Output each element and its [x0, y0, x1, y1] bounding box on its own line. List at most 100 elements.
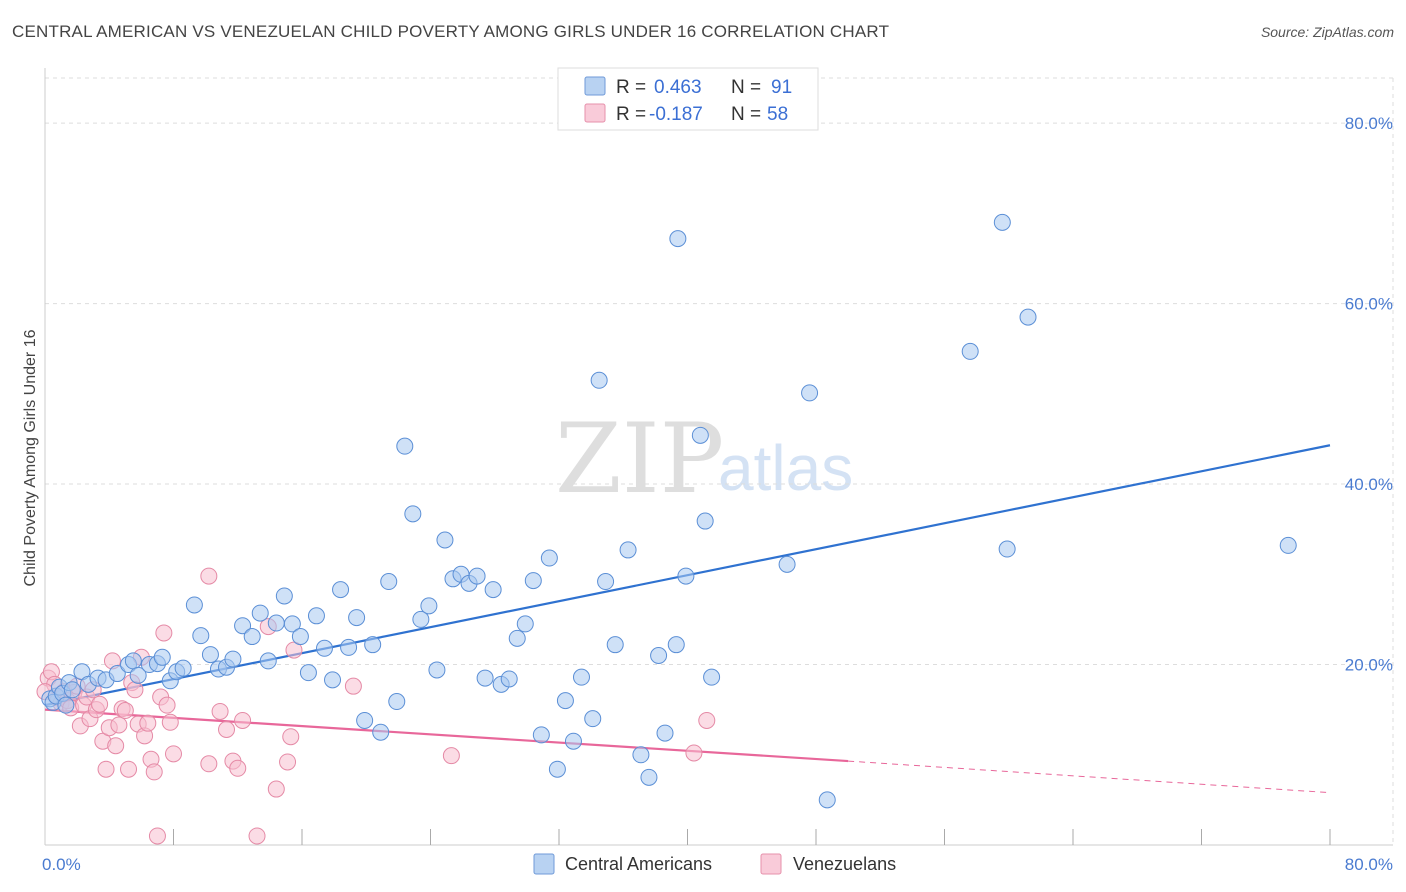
- legend-n-value-2: 58: [767, 104, 788, 125]
- central-americans-point: [420, 597, 438, 615]
- venezuelans-point: [161, 713, 179, 731]
- central-americans-point: [606, 636, 624, 654]
- bottom-legend-swatch-blue: [533, 853, 555, 875]
- central-americans-point: [259, 652, 277, 670]
- central-americans-point: [234, 617, 252, 635]
- central-americans-point: [993, 213, 1011, 231]
- venezuelans-point: [267, 780, 285, 798]
- central-americans-point: [516, 615, 534, 633]
- venezuelans-point: [248, 827, 266, 845]
- central-americans-point: [656, 724, 674, 742]
- central-americans-point: [372, 723, 390, 741]
- legend-r-value-2: -0.187: [649, 104, 703, 125]
- legend: R = 0.463 N = 91 R = -0.187 N = 58: [557, 67, 819, 131]
- central-americans-point: [632, 746, 650, 764]
- central-americans-point: [540, 549, 558, 567]
- central-americans-point: [998, 540, 1016, 558]
- central-americans-point: [801, 384, 819, 402]
- central-americans-point: [650, 647, 668, 665]
- legend-r-label-2: R =: [616, 104, 646, 125]
- venezuelans-point: [97, 760, 115, 778]
- venezuelans-point: [698, 711, 716, 729]
- central-americans-point: [484, 581, 502, 599]
- y-tick-label: 20.0%: [1345, 656, 1393, 675]
- central-americans-point: [691, 426, 709, 444]
- venezuelans-point: [282, 728, 300, 746]
- central-americans-point: [1279, 536, 1297, 554]
- central-americans-point: [436, 531, 454, 549]
- central-americans-point: [818, 791, 836, 809]
- venezuelans-point: [279, 753, 297, 771]
- bottom-legend-label-1: Central Americans: [565, 854, 712, 874]
- central-americans-point: [564, 732, 582, 750]
- x-tick-label-max: 80.0%: [1345, 855, 1393, 874]
- central-americans-point: [428, 661, 446, 679]
- central-americans-point: [703, 668, 721, 686]
- venezuelans-trend-line: [44, 708, 849, 763]
- venezuelans-point: [200, 567, 218, 585]
- watermark-atlas: atlas: [718, 432, 853, 504]
- venezuelans-point: [234, 711, 252, 729]
- legend-r-label-1: R =: [616, 77, 646, 98]
- central-americans-point: [315, 639, 333, 657]
- bottom-legend-label-2: Venezuelans: [793, 854, 896, 874]
- central-americans-point: [192, 627, 210, 645]
- venezuelans-point: [139, 714, 157, 732]
- venezuelans-point: [442, 747, 460, 765]
- central-americans-point: [153, 648, 171, 666]
- chart-source: Source: ZipAtlas.com: [1260, 24, 1394, 40]
- legend-swatch-blue: [584, 76, 606, 96]
- central-americans-point: [572, 668, 590, 686]
- bottom-legend-swatch-pink: [760, 853, 782, 875]
- central-americans-point: [251, 604, 269, 622]
- central-americans-point: [174, 659, 192, 677]
- central-americans-point: [364, 636, 382, 654]
- central-americans-point: [332, 581, 350, 599]
- central-americans-point: [380, 573, 398, 591]
- central-americans-point: [1019, 308, 1037, 326]
- central-americans-point: [243, 628, 261, 646]
- central-americans-point: [468, 567, 486, 585]
- central-americans-point: [348, 609, 366, 627]
- legend-swatch-pink: [584, 103, 606, 123]
- central-americans-point: [961, 342, 979, 360]
- venezuelans-point: [218, 720, 236, 738]
- axes: [44, 68, 1393, 846]
- central-americans-point: [548, 760, 566, 778]
- central-americans-point: [396, 437, 414, 455]
- central-americans-point: [524, 572, 542, 590]
- central-americans-point: [677, 567, 695, 585]
- legend-n-label-1: N =: [731, 77, 761, 98]
- central-americans-point: [340, 638, 358, 656]
- venezuelans-point: [211, 702, 229, 720]
- venezuelans-point: [148, 827, 166, 845]
- venezuelans-point: [155, 624, 173, 642]
- x-tick-label-min: 0.0%: [42, 855, 81, 874]
- legend-r-value-1: 0.463: [654, 77, 702, 98]
- central-americans-point: [185, 596, 203, 614]
- central-americans-point: [667, 636, 685, 654]
- venezuelans-point: [145, 763, 163, 781]
- y-tick-labels: 20.0% 40.0% 60.0% 80.0%: [1345, 114, 1393, 674]
- central-americans-point: [412, 610, 430, 628]
- central-americans-point: [267, 614, 285, 632]
- central-americans-point: [669, 230, 687, 248]
- central-americans-point: [476, 669, 494, 687]
- legend-n-label-2: N =: [731, 104, 761, 125]
- central-americans-point: [324, 671, 342, 689]
- venezuelans-point: [229, 759, 247, 777]
- y-tick-label: 80.0%: [1345, 114, 1393, 133]
- y-tick-label: 40.0%: [1345, 475, 1393, 494]
- central-americans-point: [129, 666, 147, 684]
- central-americans-point: [500, 670, 518, 688]
- central-americans-point: [388, 693, 406, 711]
- central-americans-point: [778, 555, 796, 573]
- central-americans-point: [556, 692, 574, 710]
- central-americans-point: [307, 607, 325, 625]
- venezuelans-points: [36, 567, 716, 845]
- central-americans-point: [283, 615, 301, 633]
- central-americans-point: [597, 573, 615, 591]
- central-americans-point: [124, 652, 142, 670]
- central-americans-point: [291, 628, 309, 646]
- central-americans-point: [201, 646, 219, 664]
